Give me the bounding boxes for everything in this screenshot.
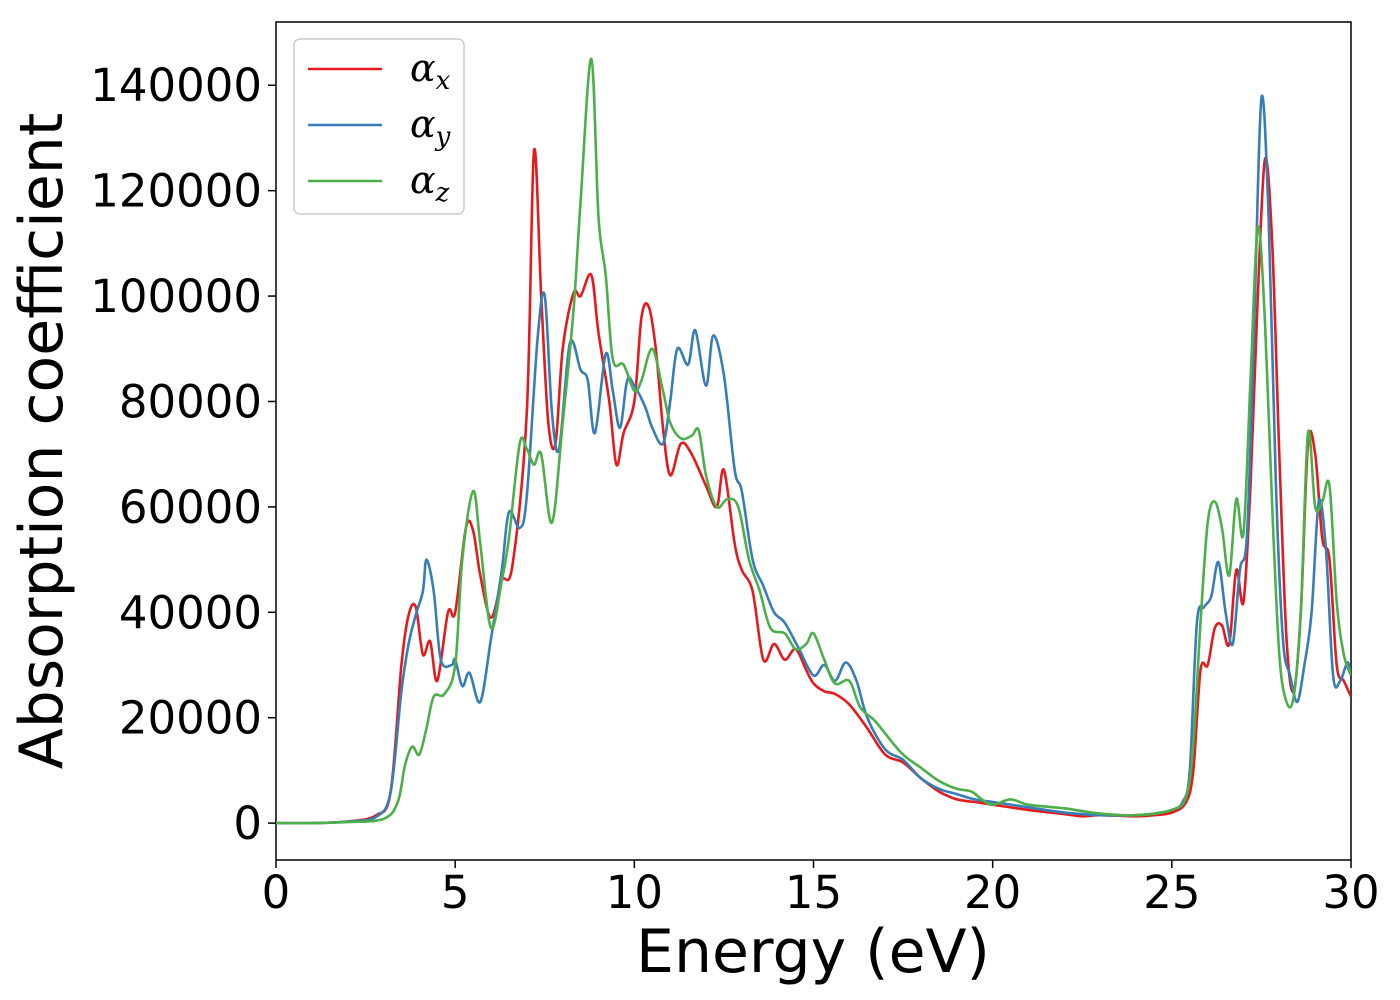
x-axis-title: Energy (eV) [636, 917, 990, 987]
x-tick-label: 5 [441, 866, 470, 919]
series-line-x [276, 147, 1351, 825]
y-tick-label: 80000 [119, 375, 262, 428]
x-tick-label: 25 [1143, 866, 1200, 919]
y-tick-label: 140000 [90, 59, 262, 112]
x-tick-label: 10 [606, 866, 663, 919]
series-line-z [276, 57, 1351, 825]
legend-label-y: αy [410, 102, 451, 152]
x-tick-label: 0 [262, 866, 291, 919]
y-tick-label: 120000 [90, 165, 262, 218]
x-tick-label: 20 [964, 866, 1021, 919]
y-tick-label: 60000 [119, 481, 262, 534]
y-axis-title: Absorption coefficient [7, 113, 77, 770]
y-tick-label: 100000 [90, 270, 262, 323]
y-tick-label: 20000 [119, 692, 262, 745]
legend-box [293, 38, 465, 215]
x-tick-label: 15 [785, 866, 842, 919]
x-axis: 0 5 10 15 20 25 30 [262, 860, 1380, 919]
series-layer [276, 57, 1351, 825]
x-tick-label: 30 [1322, 866, 1379, 919]
y-tick-label: 0 [233, 797, 262, 850]
y-tick-label: 40000 [119, 586, 262, 639]
y-axis: 0 20000 40000 60000 80000 100000 120000 140000 [90, 59, 276, 850]
